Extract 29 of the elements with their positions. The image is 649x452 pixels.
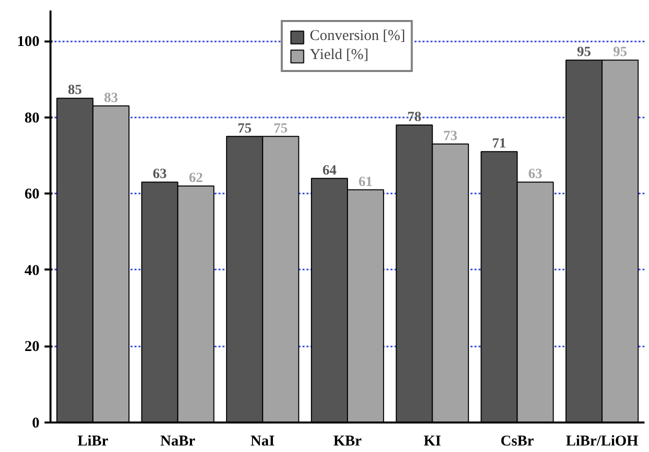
y-tick-label: 80 (24, 110, 40, 126)
x-tick-label: LiBr/LiOH (566, 434, 639, 450)
data-label: 64 (322, 163, 336, 178)
data-label: 62 (188, 170, 203, 186)
x-tick-label: KI (424, 434, 442, 450)
data-label: 78 (407, 110, 422, 125)
data-label: 63 (528, 167, 542, 182)
data-label: 95 (613, 45, 628, 60)
legend-label: Conversion [%] (310, 28, 406, 45)
x-tick-label: CsBr (500, 434, 534, 450)
y-tick-label: 40 (24, 262, 40, 279)
x-tick-label: NaI (250, 434, 275, 450)
data-label: 71 (492, 136, 506, 152)
data-label: 75 (274, 121, 288, 136)
y-tick-label: 20 (24, 339, 40, 356)
x-tick-label: NaBr (160, 434, 196, 450)
data-label: 85 (68, 83, 82, 98)
legend-label: Yield [%] (310, 47, 369, 64)
data-label: 95 (577, 45, 592, 60)
x-tick-label: KBr (333, 434, 362, 450)
data-label: 73 (443, 129, 458, 144)
data-label: 61 (358, 174, 373, 190)
data-label: 75 (238, 121, 252, 136)
x-tick-label: LiBr (78, 434, 109, 450)
data-label: 63 (152, 167, 167, 182)
data-label: 83 (104, 90, 118, 106)
y-tick-label: 0 (32, 416, 40, 432)
y-tick-label: 100 (17, 34, 40, 50)
y-tick-label: 60 (24, 186, 40, 203)
